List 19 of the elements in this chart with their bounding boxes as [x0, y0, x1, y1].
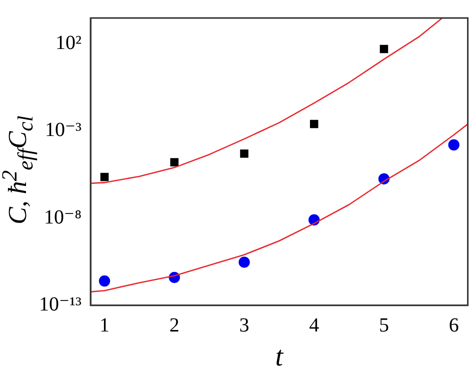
point [170, 158, 179, 166]
y-tick-label: 10⁻¹³ [38, 294, 82, 316]
point [380, 44, 388, 54]
point [448, 139, 460, 150]
x-tick-label: 2 [169, 314, 180, 337]
y-tick-label: 10⁻⁸ [44, 206, 82, 228]
x-axis-title: t [275, 342, 284, 373]
y-tick-label: 10⁻³ [44, 119, 82, 142]
point [238, 256, 250, 268]
point [100, 172, 109, 182]
x-tick-label: 3 [239, 314, 250, 337]
x-tick-label: 4 [309, 314, 320, 337]
y-tick-label: 10² [56, 32, 82, 54]
x-tick-label: 1 [100, 314, 110, 337]
x-tick-label: 5 [378, 314, 389, 337]
point [240, 150, 248, 158]
point [98, 275, 110, 287]
point [310, 120, 318, 128]
x-tick-label: 6 [448, 314, 459, 337]
